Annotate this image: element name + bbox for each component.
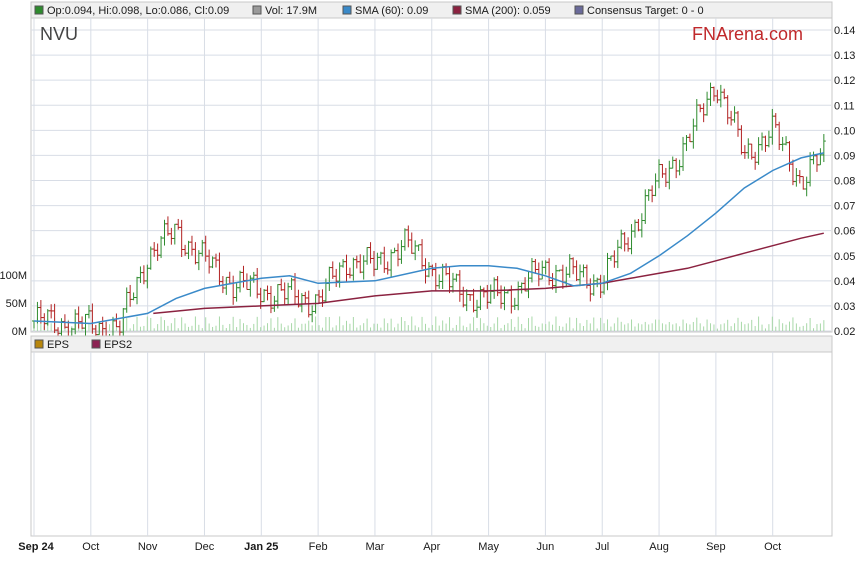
eps2-swatch (91, 339, 101, 349)
month-label: May (478, 541, 499, 553)
price-tick-label: 0.04 (834, 276, 855, 288)
sma60-line (33, 152, 824, 325)
volume-tick-label: 50M (6, 298, 27, 310)
month-label: Nov (138, 541, 158, 553)
price-tick-label: 0.03 (834, 301, 855, 313)
sma200-swatch (452, 5, 462, 15)
price-tick-label: 0.11 (834, 100, 855, 112)
volume-swatch (252, 5, 262, 15)
month-label: Mar (365, 541, 384, 553)
volume-layer (33, 316, 825, 331)
volume-tick-label: 0M (12, 326, 27, 338)
consensus-legend: Consensus Target: 0 - 0 (587, 5, 704, 17)
month-label: Sep (706, 541, 726, 553)
month-label: Apr (423, 541, 440, 553)
brand-logo: FNArena.com (692, 24, 803, 44)
month-label: Feb (309, 541, 328, 553)
ticker-label: NVU (40, 24, 78, 44)
price-tick-label: 0.05 (834, 251, 855, 263)
price-tick-label: 0.10 (834, 125, 855, 137)
month-label: Aug (649, 541, 669, 553)
eps-swatch (34, 339, 44, 349)
price-tick-label: 0.07 (834, 201, 855, 213)
sma200-legend: SMA (200): 0.059 (465, 5, 551, 17)
month-label: Oct (764, 541, 781, 553)
ohlc-swatch (34, 5, 44, 15)
price-tick-label: 0.09 (834, 150, 855, 162)
volume-legend: Vol: 17.9M (265, 5, 317, 17)
eps-grid-layer (33, 352, 774, 536)
month-label: Oct (82, 541, 99, 553)
price-tick-label: 0.08 (834, 176, 855, 188)
eps-legend-bar (30, 335, 833, 353)
month-label: Jan 25 (244, 541, 278, 553)
consensus-swatch (574, 5, 584, 15)
price-tick-label: 0.02 (834, 326, 855, 338)
price-tick-label: 0.13 (834, 50, 855, 62)
month-label: Sep 24 (18, 541, 54, 553)
eps-legend: EPS (47, 339, 69, 351)
price-tick-label: 0.12 (834, 75, 855, 87)
sma60-swatch (342, 5, 352, 15)
ohlc-legend: Op:0.094, Hi:0.098, Lo:0.086, Cl:0.09 (47, 5, 229, 17)
month-label: Jun (537, 541, 555, 553)
volume-axis-ticks: 100M 50M 0M (0, 270, 27, 338)
month-label: Dec (195, 541, 215, 553)
price-tick-label: 0.06 (834, 226, 855, 238)
x-axis-month-labels: Sep 24 Oct Nov Dec Jan 25 Feb Mar Apr May Jun Jul A… (18, 541, 781, 553)
price-axis-ticks: 0.14 0.13 0.12 0.11 0.10 0.09 0.08 0.07 0.06 0.05… (834, 25, 855, 338)
price-tick-label: 0.14 (834, 25, 855, 37)
month-label: Jul (595, 541, 609, 553)
volume-tick-label: 100M (0, 270, 27, 282)
sma60-legend: SMA (60): 0.09 (355, 5, 428, 17)
eps2-legend: EPS2 (104, 339, 132, 351)
